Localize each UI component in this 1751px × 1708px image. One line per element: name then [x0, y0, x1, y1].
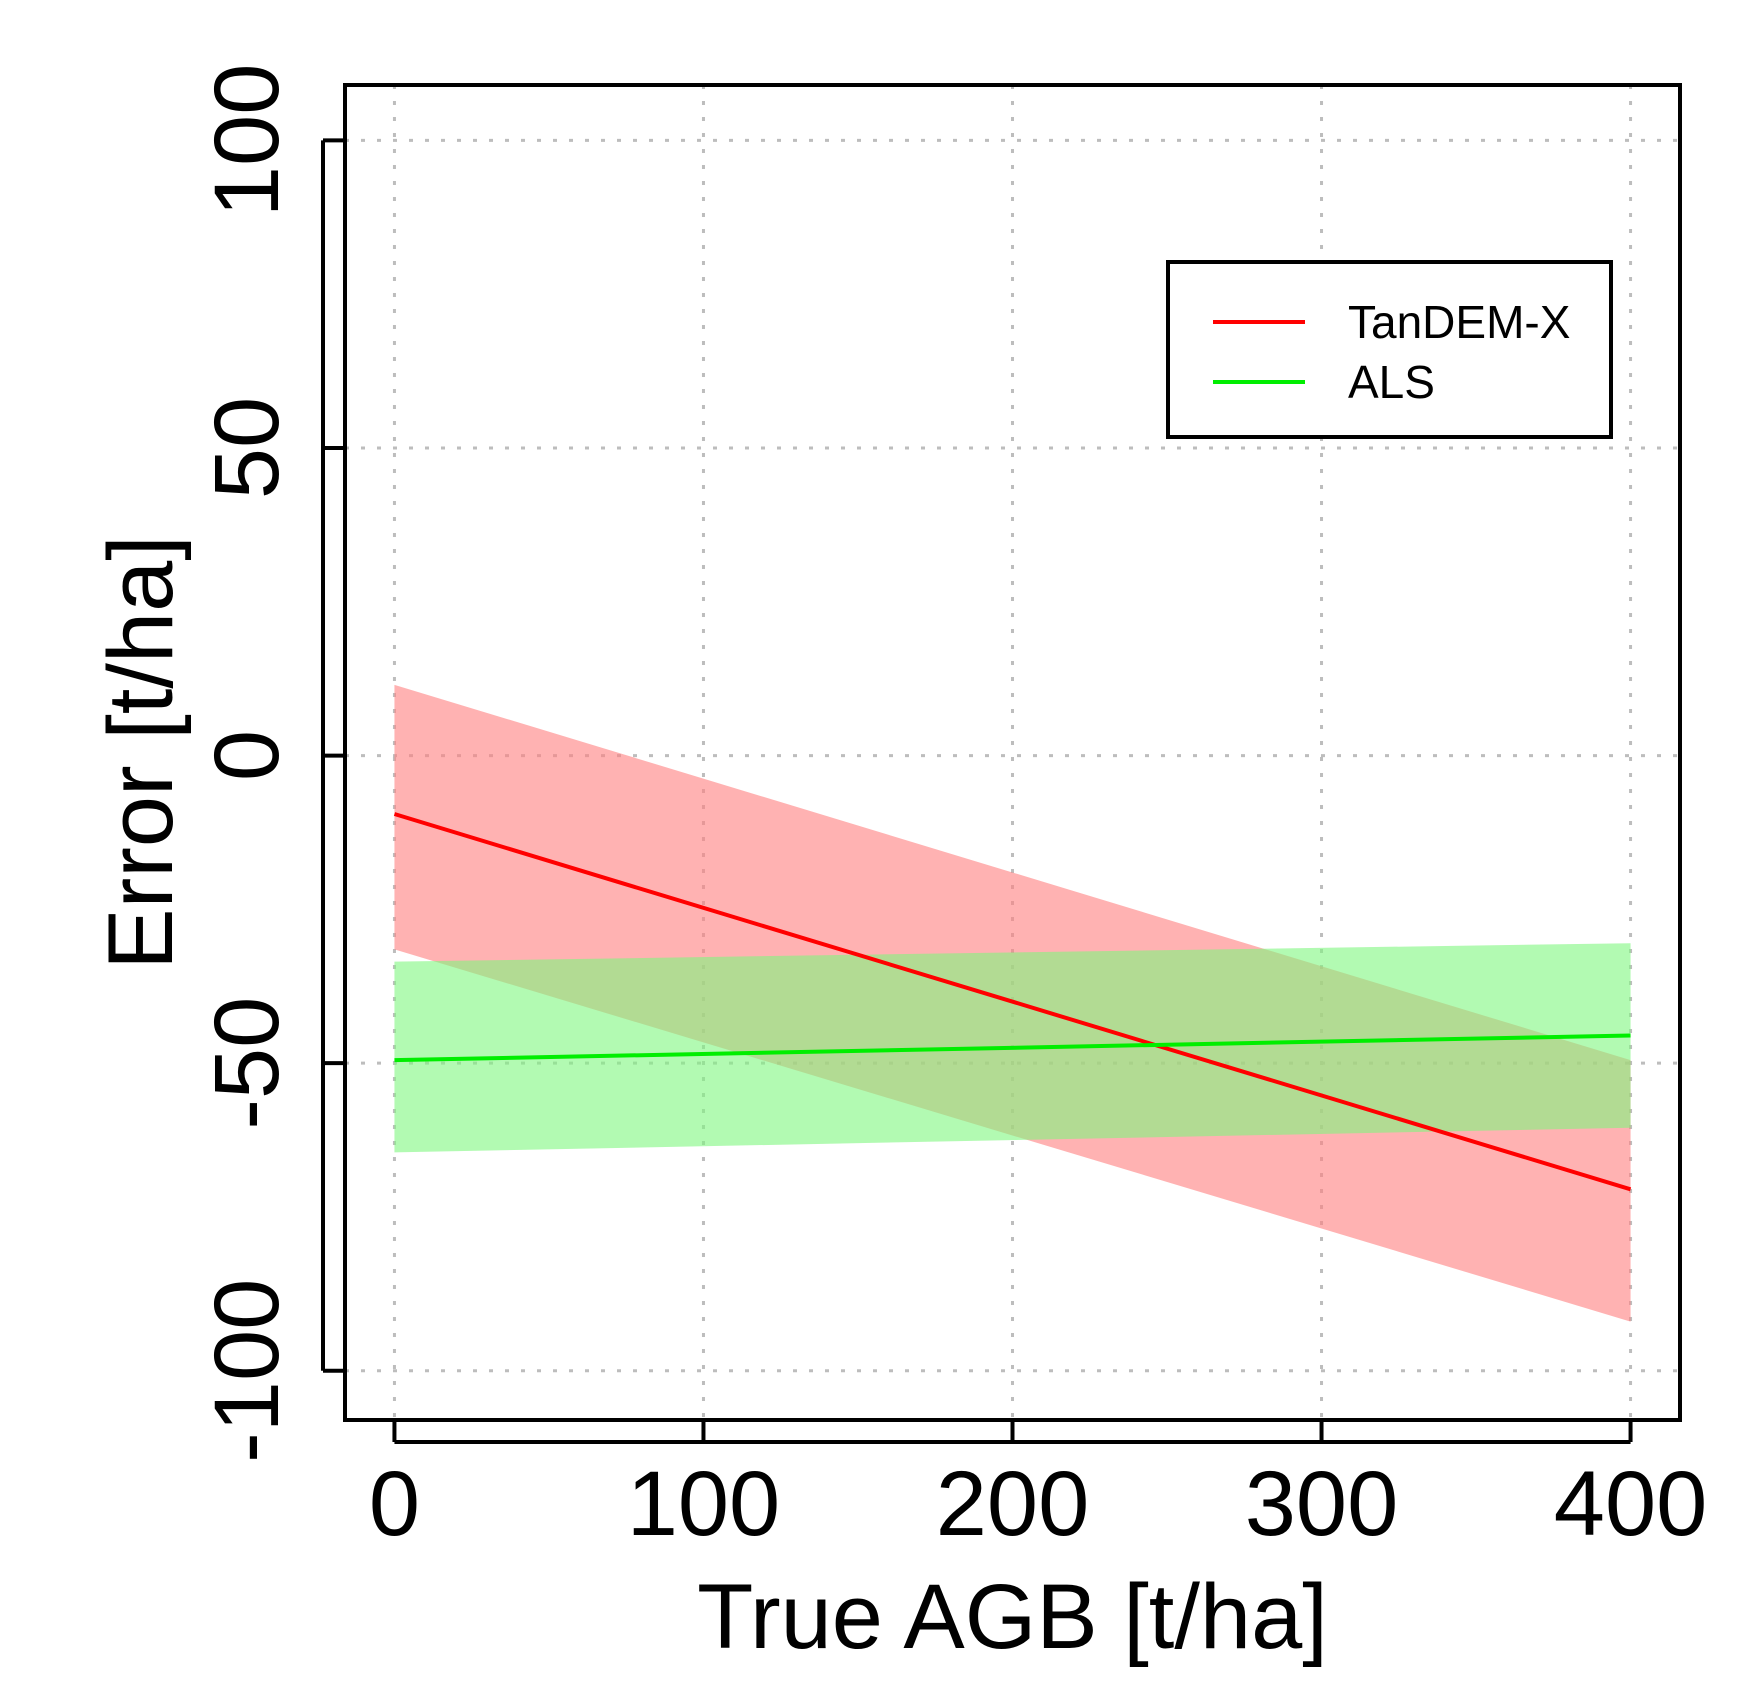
legend-label-tandem-x: TanDEM-X — [1348, 296, 1570, 348]
y-tick-label: 50 — [196, 397, 298, 499]
axes: 0 100 200 300 400 -100 -50 0 50 100 — [196, 64, 1707, 1555]
x-tick-label: 300 — [1245, 1453, 1399, 1555]
line-als — [394, 1033, 1631, 1063]
y-tick-label: -50 — [196, 997, 298, 1130]
legend: TanDEM-X ALS — [1166, 260, 1613, 439]
x-axis-title: True AGB [t/ha] — [697, 1566, 1328, 1668]
series-lines — [393, 812, 1632, 1192]
legend-box — [1166, 260, 1613, 439]
y-tick-label: 0 — [196, 730, 298, 781]
y-axis-title: Error [t/ha] — [90, 535, 192, 970]
x-tick-label: 200 — [936, 1453, 1090, 1555]
legend-label-als: ALS — [1348, 356, 1435, 408]
x-tick-label: 100 — [627, 1453, 781, 1555]
y-tick-label: 100 — [196, 64, 298, 218]
line-tandem-x — [393, 812, 1632, 1192]
x-tick-label: 400 — [1554, 1453, 1708, 1555]
y-tick-label: -100 — [196, 1279, 298, 1463]
x-tick-label: 0 — [369, 1453, 420, 1555]
